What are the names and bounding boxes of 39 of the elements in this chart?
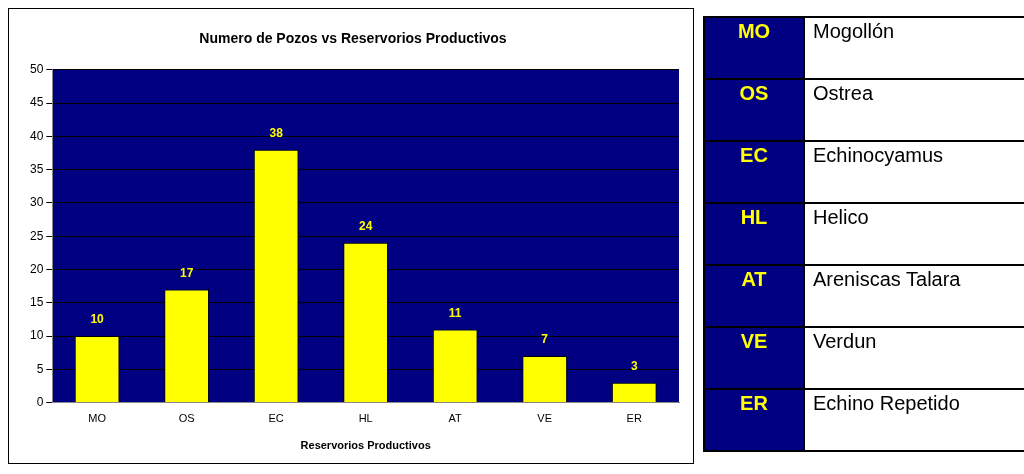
text: Helico [804,203,1024,265]
data-label: 7 [541,332,549,347]
x-tick-label: OS [178,412,195,425]
text: AT [704,265,804,327]
x-tick-label: VE [537,412,553,425]
data-label: 24 [358,219,373,234]
text: Ostrea [804,79,1024,141]
x-tick-label: MO [88,412,107,425]
y-tick-label: 45 [29,95,44,110]
y-tick-label: 50 [29,62,44,77]
y-tick-label: 0 [36,394,44,409]
text: Echinocyamus [804,141,1024,203]
text: Verdun [804,327,1024,389]
text: Echino Repetido [804,389,1024,451]
y-tick-label: 10 [29,328,44,343]
data-label: 11 [448,305,462,320]
y-tick-label: 15 [29,295,44,310]
x-tick-label: ER [626,412,642,425]
y-tick-label: 35 [29,161,44,176]
chart-title: Numero de Pozos vs Reservorios Productivos [199,30,507,47]
data-label: 17 [179,265,194,280]
data-label: 10 [90,312,105,327]
text: Areniscas Talara [804,265,1024,327]
text: OS [704,79,804,141]
y-tick-label: 20 [29,261,44,276]
text: EC [704,141,804,203]
text: MO [704,17,804,79]
data-label: 38 [269,125,284,140]
y-tick-label: 40 [29,128,44,143]
text: HL [704,203,804,265]
text: Mogollón [804,17,1024,79]
y-tick-label: 25 [29,228,44,243]
data-label: 3 [630,358,638,373]
y-tick-label: 5 [36,361,44,376]
x-tick-label: AT [448,412,463,425]
x-axis-title: Reservorios Productivos [300,439,431,452]
x-tick-label: HL [358,412,373,425]
y-tick-label: 30 [29,195,44,210]
x-tick-label: EC [268,412,284,425]
